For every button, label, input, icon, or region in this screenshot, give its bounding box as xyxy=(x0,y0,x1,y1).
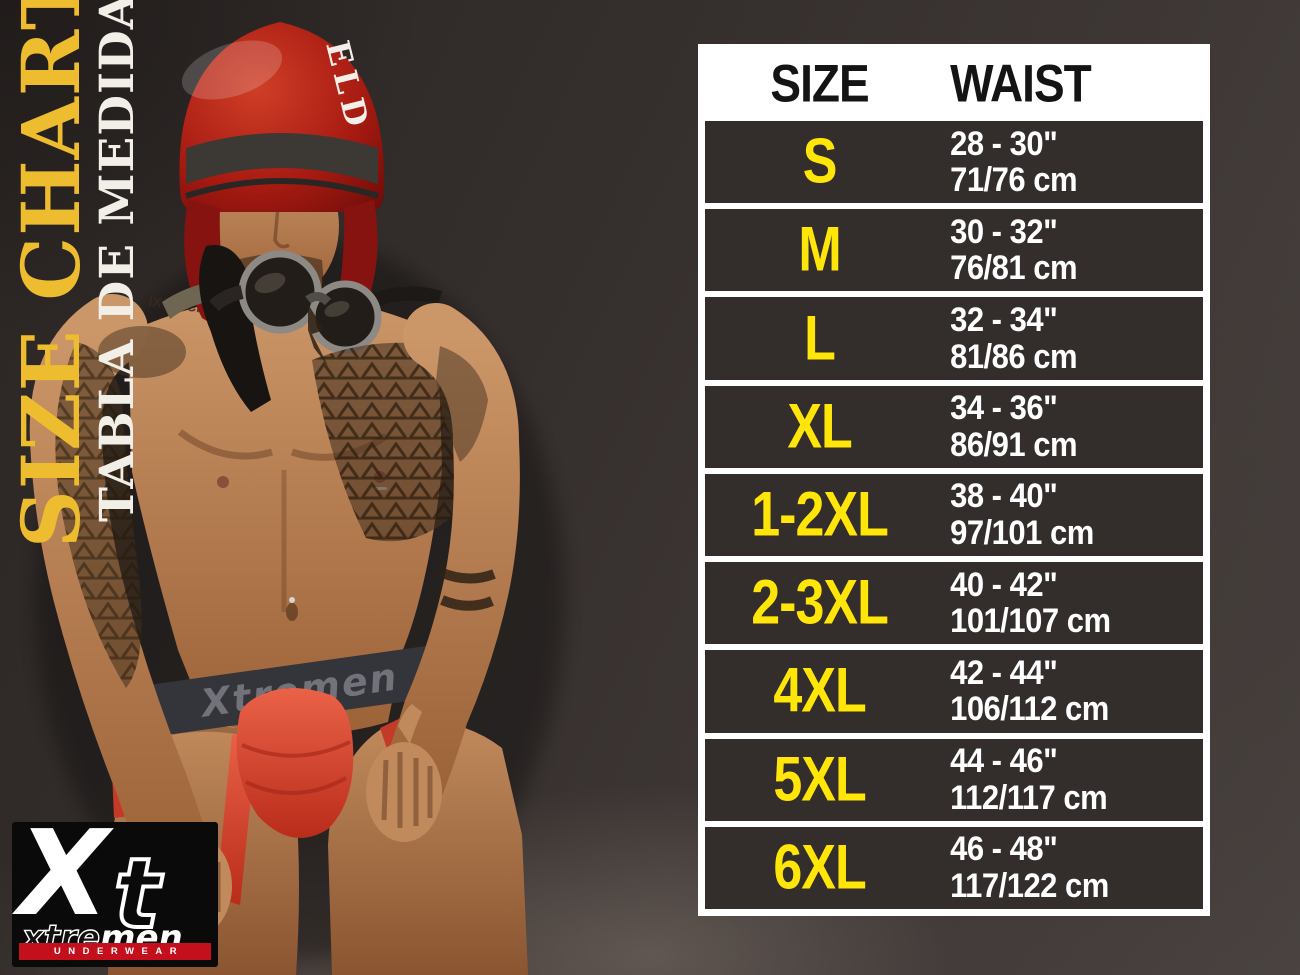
arms xyxy=(29,294,520,938)
size-value: 1-2XL xyxy=(751,479,889,551)
size-row-4xl: 4XL 42 - 44" 106/112 cm xyxy=(705,650,1203,733)
logo-tagline: UNDERWEAR xyxy=(53,946,185,957)
waist-inches: 46 - 48" xyxy=(950,829,1058,869)
size-value: 5XL xyxy=(773,744,866,816)
waist-inches: 40 - 42" xyxy=(950,564,1058,604)
header-size: SIZE xyxy=(770,53,869,113)
size-value: L xyxy=(804,303,836,374)
waist-inches: 34 - 36" xyxy=(950,387,1058,428)
logo-x-letter: X xyxy=(18,822,109,942)
xtremen-logo: X t xtremen UNDERWEAR xyxy=(12,822,218,967)
waist-inches: 32 - 34" xyxy=(950,299,1058,339)
chest-tattoo xyxy=(308,304,472,542)
waist-cm: 112/117 cm xyxy=(950,777,1108,817)
waist-cm: 71/76 cm xyxy=(950,159,1078,200)
size-row-l: L 32 - 34" 81/86 cm xyxy=(705,297,1203,380)
waist-cm: 86/91 cm xyxy=(950,424,1078,464)
size-value: 4XL xyxy=(773,656,866,727)
size-row-s: S 28 - 30" 71/76 cm xyxy=(705,121,1203,204)
poster-title-spanish: TABLA DE MEDIDAS xyxy=(90,0,145,522)
size-table-header: SIZE WAIST xyxy=(705,51,1203,115)
waist-cm: 81/86 cm xyxy=(950,336,1078,376)
size-row-m: M 30 - 32" 76/81 cm xyxy=(705,209,1203,292)
waist-inches: 30 - 32" xyxy=(950,211,1058,251)
shoulder-tattoo xyxy=(436,346,488,462)
size-row-5xl: 5XL 44 - 46" 112/117 cm xyxy=(705,738,1203,821)
waist-inches: 28 - 30" xyxy=(950,123,1058,163)
size-row-1-2xl: 1-2XL 38 - 40" 97/101 cm xyxy=(705,473,1203,557)
waist-cm: 106/112 cm xyxy=(950,689,1109,729)
size-value: 2-3XL xyxy=(751,567,889,639)
waist-cm: 101/107 cm xyxy=(950,601,1111,641)
size-table: SIZE WAIST S 28 - 30" 71/76 cm M 30 - 32… xyxy=(698,44,1210,916)
waist-cm: 117/122 cm xyxy=(950,865,1109,905)
goggles xyxy=(162,245,443,412)
red-helmet: ELD xyxy=(179,22,385,338)
waist-inches: 44 - 46" xyxy=(950,740,1058,781)
waist-inches: 38 - 40" xyxy=(950,476,1058,516)
size-value: S xyxy=(802,126,838,198)
size-value: 6XL xyxy=(773,832,866,904)
waist-cm: 76/81 cm xyxy=(950,248,1078,288)
size-row-xl: XL 34 - 36" 86/91 cm xyxy=(705,385,1203,468)
jockstrap: Xtremen X xyxy=(112,641,467,905)
model-photo: IX-I-MCMXC ELD xyxy=(29,22,565,975)
poster-title-english: SIZE CHART xyxy=(4,0,98,548)
waist-cm: 97/101 cm xyxy=(950,512,1094,552)
logo-underwear-bar: UNDERWEAR xyxy=(19,943,211,960)
header-waist: WAIST xyxy=(950,53,1092,113)
armband-tattoo xyxy=(438,567,496,611)
size-row-6xl: 6XL 46 - 48" 117/122 cm xyxy=(705,826,1203,909)
logo-t-letter: t xyxy=(112,836,162,952)
size-row-2-3xl: 2-3XL 40 - 42" 101/107 cm xyxy=(705,562,1203,645)
waist-inches: 42 - 44" xyxy=(950,652,1058,692)
size-value: M xyxy=(798,214,841,286)
size-value: XL xyxy=(787,391,852,463)
